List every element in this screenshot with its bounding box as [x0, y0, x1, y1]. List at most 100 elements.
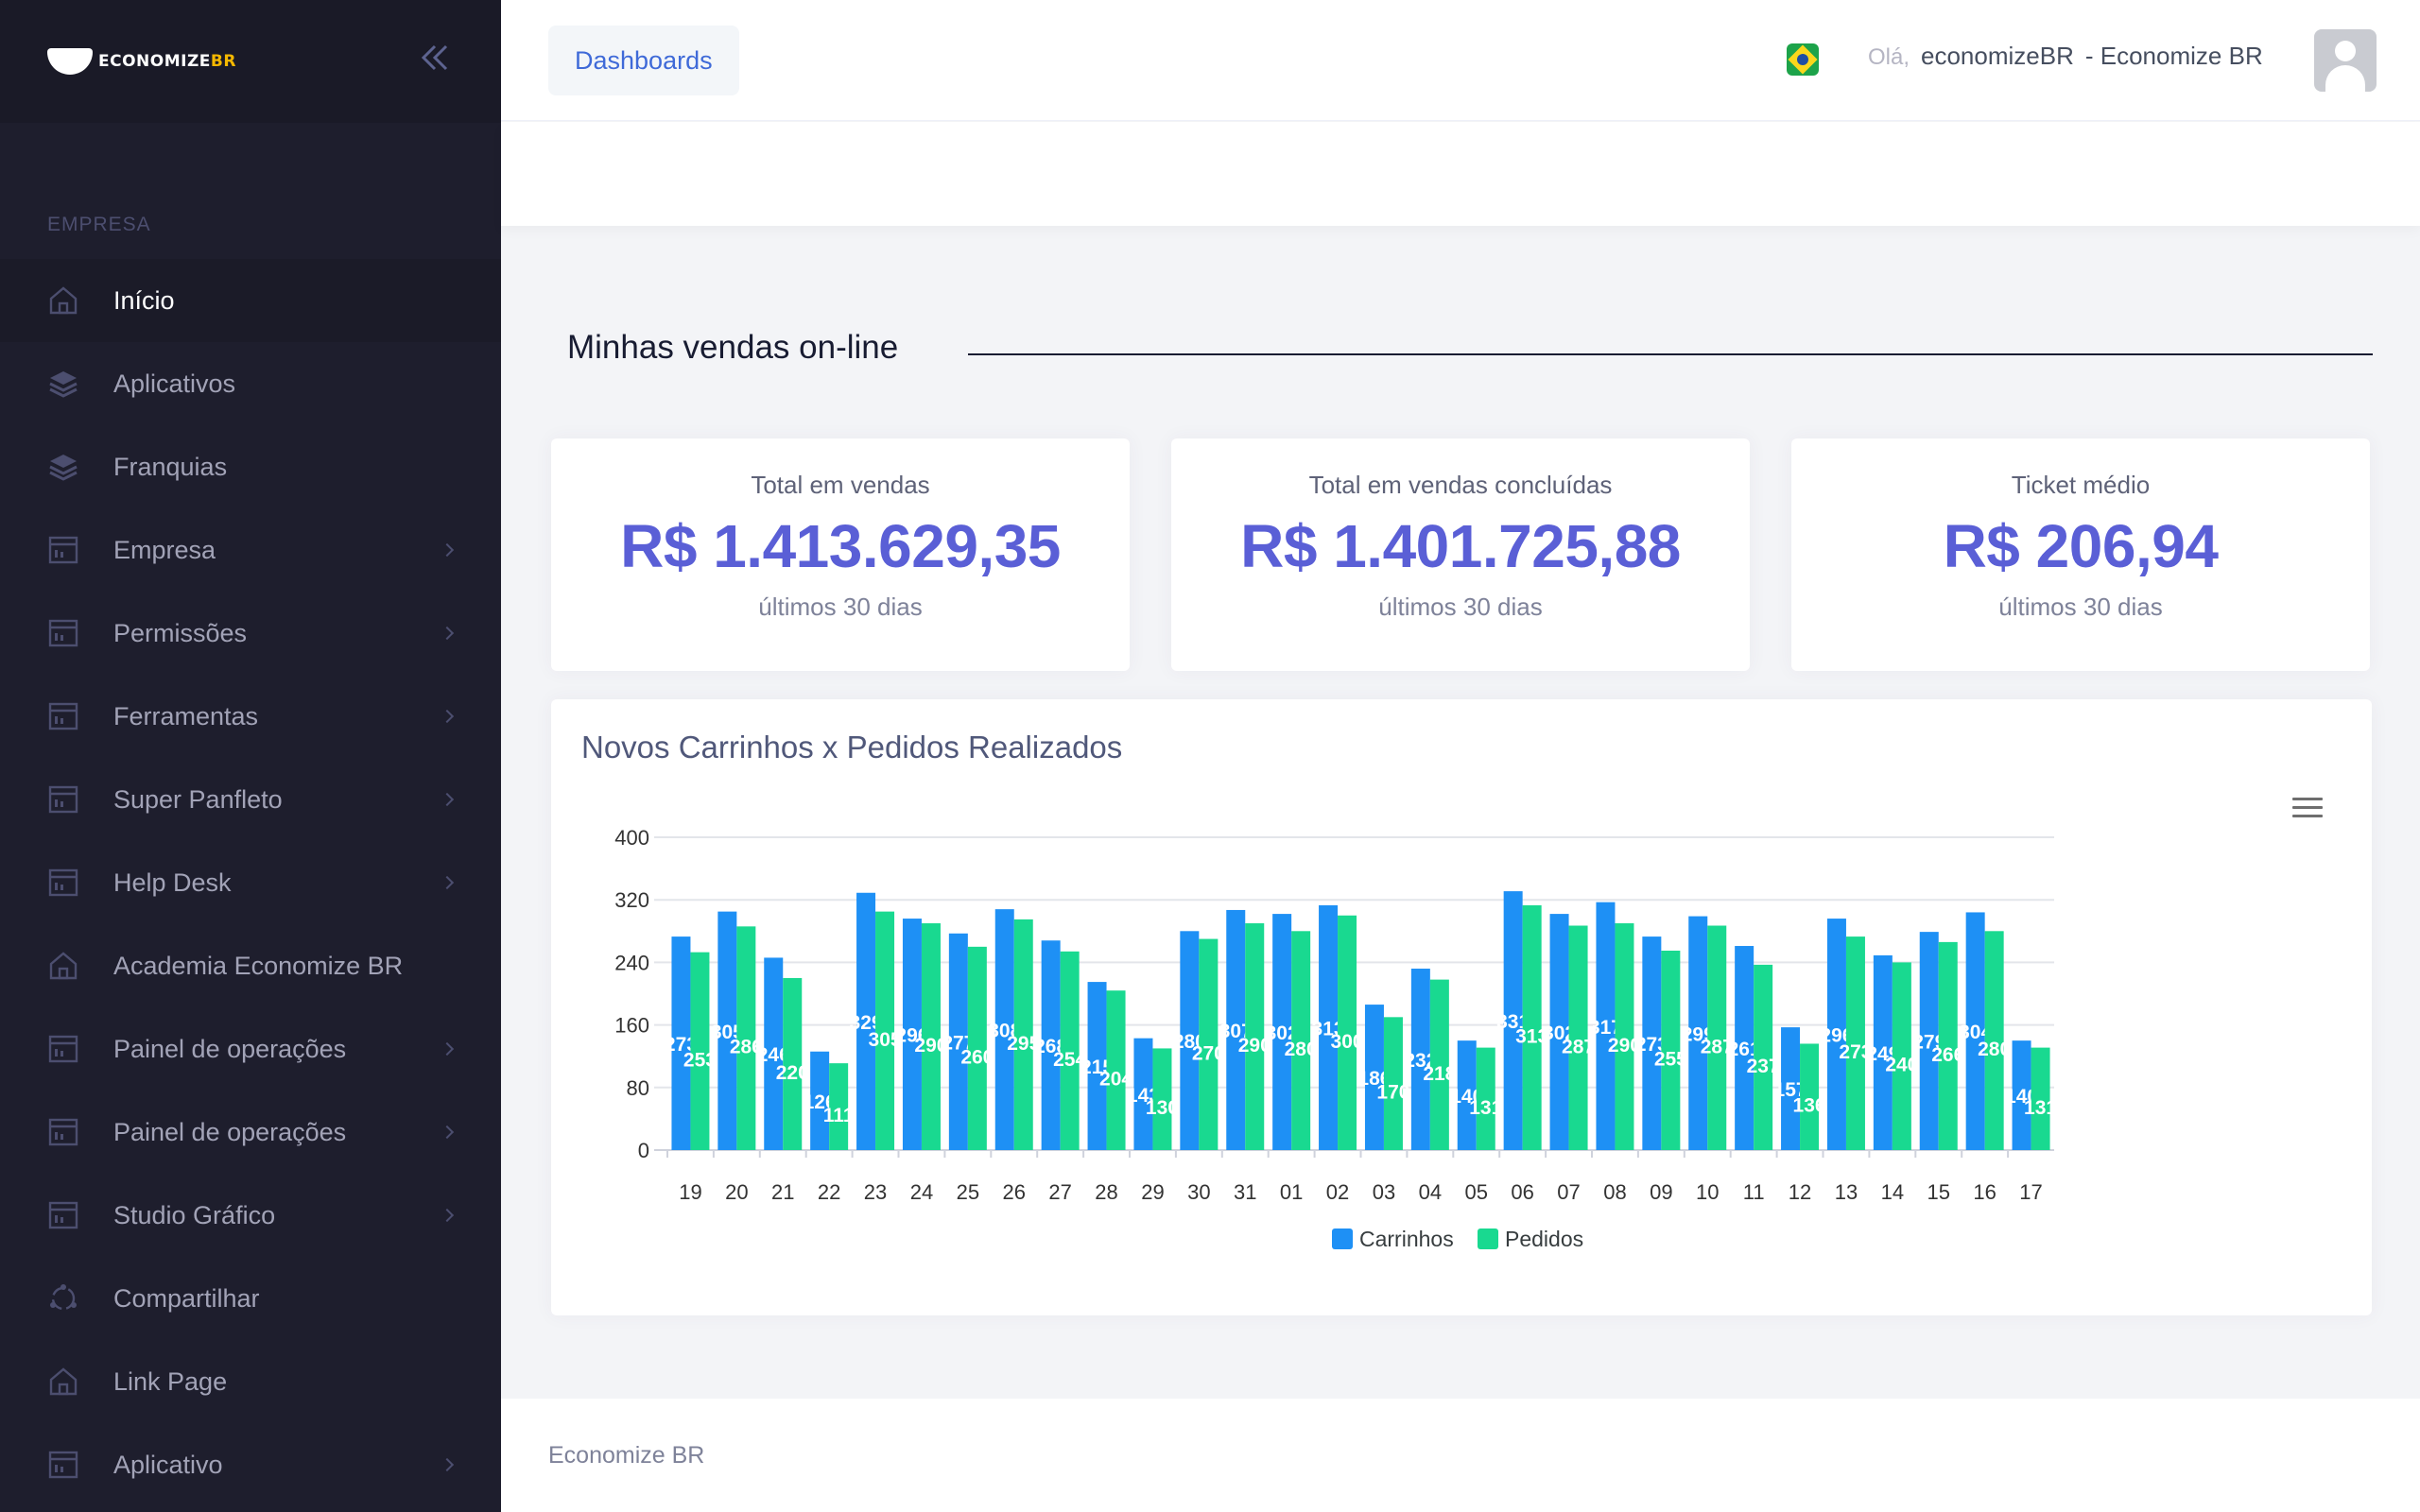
user-greeting[interactable]: Olá, economizeBR - Economize BR — [1868, 42, 2263, 71]
sidebar-item-compartilhar[interactable]: Compartilhar — [0, 1257, 501, 1340]
sidebar-item-inicio[interactable]: Início — [0, 259, 501, 342]
bar-pedidos — [967, 946, 987, 1150]
sidebar-item-franquias[interactable]: Franquias — [0, 425, 501, 508]
layout-icon — [47, 700, 79, 732]
x-tick-label: 29 — [1141, 1180, 1164, 1204]
x-tick-label: 07 — [1557, 1180, 1580, 1204]
bar-carrinhos — [1226, 909, 1246, 1150]
section-title: Minhas vendas on-line — [567, 329, 899, 366]
logo[interactable]: ECONOMIZEBR — [47, 48, 236, 75]
bar-pedidos — [1106, 990, 1126, 1150]
data-label: 287 — [1562, 1036, 1595, 1057]
sidebar-item-label: Aplicativo — [113, 1450, 223, 1479]
sidebar-item-aplicativo[interactable]: Aplicativo — [0, 1423, 501, 1506]
bar-carrinhos — [1781, 1027, 1801, 1150]
data-label: 253 — [683, 1049, 717, 1071]
data-label: 255 — [1654, 1048, 1687, 1070]
sidebar-item-help-desk[interactable]: Help Desk — [0, 841, 501, 924]
x-tick-label: 02 — [1326, 1180, 1349, 1204]
bar-pedidos — [1383, 1017, 1403, 1150]
x-tick-label: 25 — [957, 1180, 979, 1204]
sidebar-item-painel-de-operacoes[interactable]: Painel de operações — [0, 1007, 501, 1091]
sidebar-item-link-page[interactable]: Link Page — [0, 1340, 501, 1423]
data-label: 215 — [1080, 1057, 1114, 1078]
data-label: 295 — [1007, 1033, 1040, 1055]
data-label: 290 — [1608, 1035, 1641, 1057]
data-label: 273 — [1839, 1041, 1872, 1063]
data-label: 300 — [1331, 1031, 1364, 1053]
x-tick-label: 03 — [1373, 1180, 1395, 1204]
sidebar-nav: Início Aplicativos Franquias Empresa Permiss… — [0, 259, 501, 1506]
user-avatar[interactable] — [2314, 29, 2377, 92]
dashboards-button[interactable]: Dashboards — [548, 26, 739, 95]
bar-pedidos — [1661, 950, 1681, 1150]
bar-pedidos — [1245, 923, 1265, 1150]
stat-card-completed-sales: Total em vendas concluídas R$ 1.401.725,… — [1171, 438, 1750, 671]
stat-card-average-ticket: Ticket médio R$ 206,94 últimos 30 dias — [1791, 438, 2370, 671]
legend-swatch-carrinhos — [1332, 1228, 1353, 1249]
x-tick-label: 01 — [1280, 1180, 1303, 1204]
sidebar-item-empresa[interactable]: Empresa — [0, 508, 501, 592]
bar-carrinhos — [764, 957, 784, 1150]
data-label: 270 — [1192, 1042, 1225, 1064]
data-label: 240 — [1885, 1055, 1918, 1076]
chart-title: Novos Carrinhos x Pedidos Realizados — [581, 730, 1123, 765]
collapse-sidebar-button[interactable] — [416, 39, 454, 84]
chevron-right-icon — [440, 709, 455, 724]
chevron-right-icon — [440, 1041, 455, 1057]
bar-chart: 0801602403204002732531930528620246220211… — [614, 826, 2057, 1251]
chart-menu-icon[interactable] — [2292, 798, 2323, 818]
data-label: 302 — [1543, 1022, 1576, 1044]
data-label: 296 — [895, 1025, 928, 1047]
home-icon — [47, 1366, 79, 1398]
data-label: 130 — [1146, 1097, 1179, 1119]
bar-carrinhos — [994, 909, 1014, 1150]
data-label: 266 — [1931, 1044, 1964, 1066]
x-tick-label: 11 — [1743, 1180, 1765, 1204]
layout-icon — [47, 617, 79, 649]
bar-carrinhos — [1873, 954, 1893, 1150]
legend-label-carrinhos: Carrinhos — [1359, 1227, 1454, 1251]
double-chevron-left-icon — [421, 44, 448, 71]
bar-carrinhos — [1457, 1040, 1477, 1150]
bar-pedidos — [1892, 962, 1911, 1150]
sidebar-item-painel-de-operacoes[interactable]: Painel de operações — [0, 1091, 501, 1174]
data-label: 140 — [2005, 1086, 2038, 1108]
sidebar-item-aplicativos[interactable]: Aplicativos — [0, 342, 501, 425]
data-label: 290 — [1238, 1035, 1271, 1057]
data-label: 220 — [776, 1062, 809, 1084]
data-label: 286 — [730, 1037, 763, 1058]
bar-pedidos — [1984, 931, 2004, 1150]
sidebar: ECONOMIZEBR EMPRESA Início Aplicativos Fra… — [0, 0, 501, 1512]
stat-period: últimos 30 dias — [1378, 593, 1543, 621]
data-label: 136 — [1793, 1095, 1826, 1117]
chevron-right-icon — [440, 1125, 455, 1140]
bar-pedidos — [1568, 925, 1588, 1150]
sidebar-section-label: EMPRESA — [47, 214, 151, 235]
bar-carrinhos — [1826, 919, 1846, 1150]
sidebar-item-super-panfleto[interactable]: Super Panfleto — [0, 758, 501, 841]
layers-icon — [47, 368, 79, 400]
bar-pedidos — [1800, 1043, 1820, 1150]
data-label: 273 — [1635, 1034, 1668, 1056]
data-label: 260 — [960, 1046, 994, 1068]
sidebar-item-academia-economize-br[interactable]: Academia Economize BR — [0, 924, 501, 1007]
data-label: 329 — [850, 1012, 883, 1034]
layout-icon — [47, 1116, 79, 1148]
sidebar-item-studio-grafico[interactable]: Studio Gráfico — [0, 1174, 501, 1257]
bar-carrinhos — [810, 1051, 830, 1150]
stat-card-total-sales: Total em vendas R$ 1.413.629,35 últimos … — [551, 438, 1130, 671]
brazil-flag-icon[interactable] — [1787, 43, 1819, 76]
sidebar-item-permissoes[interactable]: Permissões — [0, 592, 501, 675]
sidebar-item-label: Permissões — [113, 618, 248, 647]
data-label: 296 — [1820, 1025, 1853, 1047]
bar-carrinhos — [1919, 932, 1939, 1150]
sidebar-item-label: Franquias — [113, 452, 228, 481]
sidebar-item-ferramentas[interactable]: Ferramentas — [0, 675, 501, 758]
stat-title: Total em vendas — [751, 471, 930, 499]
data-label: 268 — [1034, 1036, 1067, 1057]
data-label: 232 — [1404, 1050, 1437, 1072]
bar-pedidos — [1338, 915, 1357, 1150]
layout-icon — [47, 783, 79, 816]
sidebar-item-label: Academia Economize BR — [113, 951, 404, 980]
